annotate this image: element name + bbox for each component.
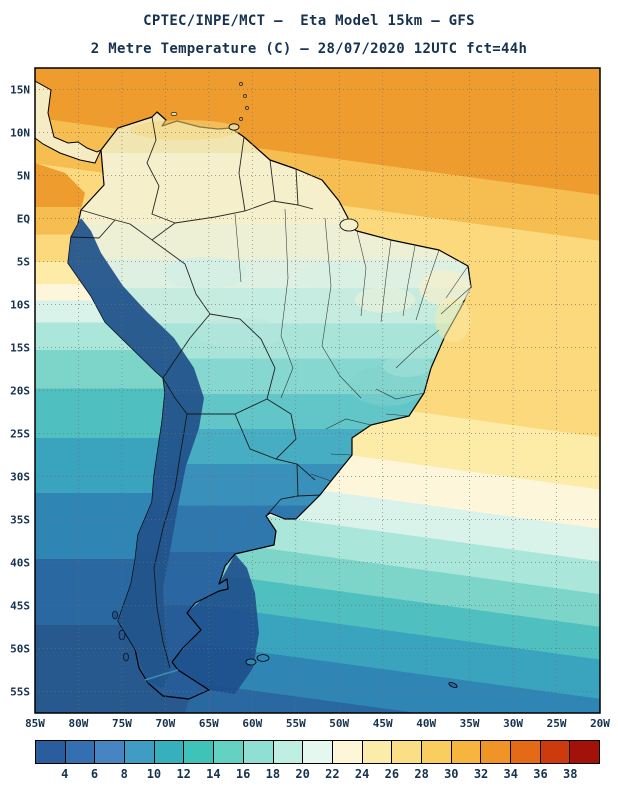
colorbar-tick-label: 10 [146,767,162,781]
colorbar-segment [273,741,304,763]
islands [112,82,458,689]
country-borders [70,116,321,669]
lat-tick-label: 50S [10,643,30,656]
colorbar [35,740,600,764]
lat-tick-label: 5S [17,256,30,269]
lon-tick-label: 60W [242,717,262,730]
colorbar-tick-label: 8 [120,767,128,781]
colorbar-segment [570,741,600,763]
map-content [35,68,600,713]
colorbar-segment [392,741,422,763]
colorbar-segment [362,741,393,763]
lon-tick-label: 30W [503,717,523,730]
lon-tick-label: 20W [590,717,610,730]
lat-tick-label: 10S [10,299,30,312]
lon-tick-label: 85W [25,717,45,730]
colorbar-tick-label: 22 [325,767,340,781]
colorbar-tick-label: 16 [235,767,251,781]
title-line-1: CPTEC/INPE/MCT – Eta Model 15km – GFS [143,13,475,29]
colorbar-segment [214,741,244,763]
lat-tick-label: 35S [10,514,30,527]
lat-tick-label: 55S [10,686,30,699]
colorbar-tick-label: 28 [414,767,429,781]
map-frame [34,67,601,714]
colorbar-segment [481,741,511,763]
colorbar-segment [184,741,215,763]
colorbar-tick-label: 14 [206,767,221,781]
lat-tick-label: 25S [10,428,30,441]
colorbar-labels: 4 6 8 10 12 14 16 18 20 22 24 26 28 30 32 34 36 38 [35,767,600,787]
colorbar-tick-label: 6 [90,767,99,781]
axis-labels: 15N 10N 5N EQ 5S 10S 15S 20S 25S 30S 35S 40S 45S 50S 5… [10,84,610,731]
lat-tick-label: 40S [10,557,30,570]
lon-tick-label: 75W [112,717,132,730]
colorbar-tick-label: 36 [533,767,548,781]
colorbar-segment [332,741,363,763]
temperature-map: 15N 10N 5N EQ 5S 10S 15S 20S 25S 30S 35S 40S 45S 50S 5… [10,67,610,731]
page-title: CPTEC/INPE/MCT – Eta Model 15km – GFS 2 … [0,0,618,63]
lon-tick-label: 40W [416,717,436,730]
lon-tick-label: 35W [460,717,480,730]
colorbar-segment [303,741,333,763]
colorbar-segment [511,741,541,763]
colorbar-segment [540,741,571,763]
lat-tick-label: 20S [10,385,30,398]
colorbar-segment [154,741,185,763]
colorbar-segment [95,741,126,763]
colorbar-segment [36,741,66,763]
lon-tick-label: 45W [373,717,393,730]
lat-tick-label: 30S [10,471,30,484]
lat-tick-label: 10N [10,127,30,140]
colorbar-tick-label: 18 [265,767,281,781]
colorbar-tick-label: 38 [563,767,578,781]
colorbar-tick-label: 26 [384,767,400,781]
lon-tick-label: 80W [69,717,89,730]
andes-mountains [68,218,204,688]
colorbar-tick-label: 30 [444,767,459,781]
lat-tick-label: 45S [10,600,30,613]
colorbar-tick-label: 20 [295,767,310,781]
lat-tick-label: EQ [17,213,31,226]
lon-tick-label: 55W [286,717,306,730]
lon-tick-label: 70W [155,717,175,730]
colorbar-segment [451,741,482,763]
colorbar-segment [243,741,274,763]
colorbar-tick-label: 12 [176,767,191,781]
colorbar-tick-label: 32 [473,767,489,781]
lon-tick-label: 65W [199,717,219,730]
ocean-pacific [35,163,189,713]
temperature-mottling [130,120,471,406]
central-america-landmass [35,80,103,164]
malvinas-cold-current [172,554,259,694]
lat-tick-label: 15N [10,84,30,97]
colorbar-legend: 4 6 8 10 12 14 16 18 20 22 24 26 28 30 32 34 36 38 [35,740,600,787]
lon-tick-label: 50W [329,717,349,730]
colorbar-segment [125,741,155,763]
colorbar-tick-label: 4 [61,767,69,781]
colorbar-tick-label: 34 [503,767,519,781]
lon-tick-label: 25W [547,717,567,730]
title-line-2: 2 Metre Temperature (C) – 28/07/2020 12U… [90,41,528,57]
magellan-strait [144,669,179,681]
colorbar-tick-label: 24 [354,767,370,781]
colorbar-segment [421,741,452,763]
lat-tick-label: 15S [10,342,30,355]
colorbar-segment [65,741,96,763]
lat-tick-label: 5N [17,170,30,183]
